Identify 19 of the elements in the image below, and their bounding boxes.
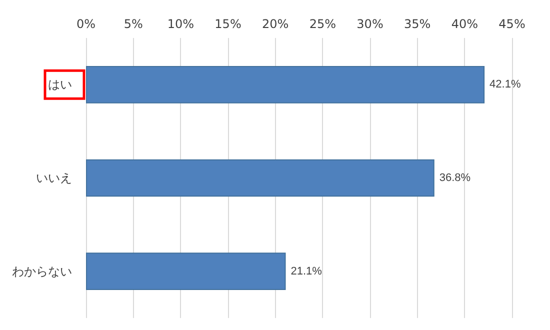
x-tick-label: 35% [404, 17, 431, 31]
x-tick-label: 0% [76, 17, 96, 31]
x-tick-label: 5% [124, 17, 143, 31]
x-tick-label: 45% [498, 17, 526, 31]
bar [86, 159, 434, 197]
x-tick-label: 15% [214, 17, 242, 31]
y-tick-label: はい [48, 78, 72, 92]
x-tick-label: 20% [262, 17, 289, 31]
data-label: 36.8% [439, 172, 471, 184]
data-label: 42.1% [490, 78, 521, 91]
data-label: 21.1% [290, 265, 322, 278]
x-tick-label: 40% [451, 17, 478, 31]
bar [86, 66, 485, 104]
x-tick-label: 30% [356, 17, 384, 31]
y-tick-label: わからない [12, 264, 72, 278]
y-tick-label: いいえ [36, 171, 72, 185]
x-tick-label: 10% [167, 17, 194, 31]
x-tick-label: 25% [309, 17, 336, 31]
bar [86, 252, 286, 290]
